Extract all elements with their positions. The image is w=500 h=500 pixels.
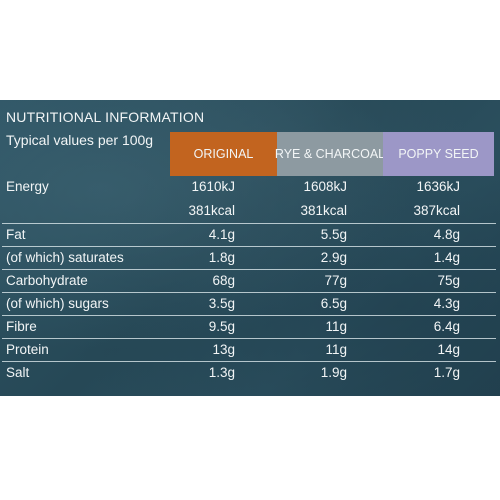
row-label: Fat [6,227,26,242]
table-row-sugars: (of which) sugars 3.5g 6.5g 4.3g [0,293,500,315]
row-label: (of which) saturates [6,250,124,265]
value-poppy-seed: 6.4g [433,319,460,334]
row-label: Fibre [6,319,37,334]
row-label: Salt [6,365,30,380]
table-title: NUTRITIONAL INFORMATION [6,109,205,125]
row-divider [2,315,496,316]
value-rye-charcoal: 11g [325,319,347,334]
table-subtitle: Typical values per 100g [6,132,154,148]
row-label: Energy [6,179,49,194]
nutrition-panel: NUTRITIONAL INFORMATION Typical values p… [0,100,500,396]
table-row-fibre: Fibre 9.5g 11g 6.4g [0,316,500,338]
value-original: 68g [212,273,235,288]
row-divider [2,361,496,362]
value-original: 4.1g [208,227,235,242]
column-header-poppy-seed: POPPY SEED [383,132,494,176]
column-header-rye-charcoal: RYE & CHARCOAL [275,132,385,176]
value-rye-charcoal: 6.5g [320,296,347,311]
value-poppy-seed: 4.8g [433,227,460,242]
value-rye-charcoal: 77g [324,273,347,288]
value-poppy-seed: 4.3g [433,296,460,311]
table-row-protein: Protein 13g 11g 14g [0,339,500,361]
row-label: Carbohydrate [6,273,88,288]
value-original: 1.8g [208,250,235,265]
table-row-saturates: (of which) saturates 1.8g 2.9g 1.4g [0,247,500,269]
value-poppy-seed: 1.4g [433,250,460,265]
value-original: 381kcal [188,203,235,218]
value-original: 1610kJ [191,179,235,194]
value-poppy-seed: 1636kJ [416,179,460,194]
value-rye-charcoal: 381kcal [300,203,347,218]
row-divider [2,223,496,224]
value-original: 9.5g [208,319,235,334]
value-poppy-seed: 75g [437,273,460,288]
value-original: 1.3g [208,365,235,380]
table-row-fat: Fat 4.1g 5.5g 4.8g [0,224,500,246]
value-rye-charcoal: 1608kJ [303,179,347,194]
row-label: (of which) sugars [6,296,109,311]
table-row-energy-kj: Energy 1610kJ 1608kJ 1636kJ [0,176,500,198]
column-header-original: ORIGINAL [170,132,277,176]
value-poppy-seed: 14g [437,342,460,357]
value-original: 13g [212,342,235,357]
value-rye-charcoal: 11g [325,342,347,357]
value-poppy-seed: 1.7g [433,365,460,380]
row-divider [2,269,496,270]
table-row-carbohydrate: Carbohydrate 68g 77g 75g [0,270,500,292]
value-rye-charcoal: 2.9g [320,250,347,265]
row-divider [2,292,496,293]
value-original: 3.5g [208,296,235,311]
row-label: Protein [6,342,49,357]
value-rye-charcoal: 1.9g [320,365,347,380]
value-rye-charcoal: 5.5g [320,227,347,242]
row-divider [2,246,496,247]
value-poppy-seed: 387kcal [413,203,460,218]
table-row-energy-kcal: 381kcal 381kcal 387kcal [0,200,500,222]
table-row-salt: Salt 1.3g 1.9g 1.7g [0,362,500,384]
row-divider [2,338,496,339]
